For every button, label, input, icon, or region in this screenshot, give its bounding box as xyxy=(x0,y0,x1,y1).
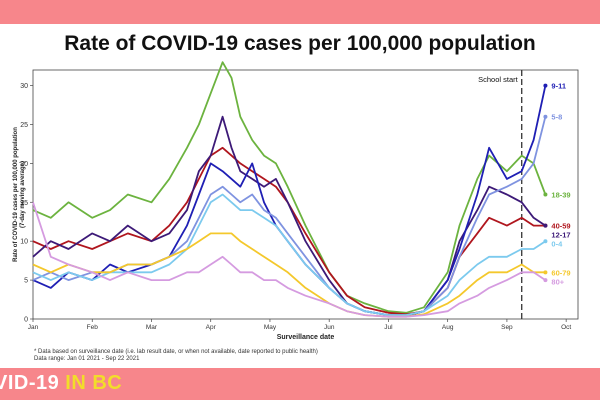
series-end-point-12-17 xyxy=(543,223,548,228)
series-label-40-59: 40-59 xyxy=(551,222,570,231)
bottom-banner xyxy=(0,368,600,400)
series-line-5-8 xyxy=(32,116,547,317)
series-label-18-39: 18-39 xyxy=(551,191,570,200)
x-tick-label: Jan xyxy=(28,324,39,331)
y-tick-label: 15 xyxy=(20,200,28,207)
x-tick-label: Jul xyxy=(384,324,393,331)
series-end-point-5-8 xyxy=(543,114,548,119)
school-start-label: School start xyxy=(478,75,519,84)
series-line-40-59 xyxy=(32,146,546,316)
series-line-80+ xyxy=(32,202,546,318)
series-label-9-11: 9-11 xyxy=(551,82,566,91)
y-tick-label: 10 xyxy=(20,239,28,246)
brand-suffix: IN BC xyxy=(59,372,123,394)
plot-frame xyxy=(32,69,579,320)
y-tick-label: 0 xyxy=(24,317,28,324)
series-end-point-60-79 xyxy=(543,270,548,275)
series-line-60-79 xyxy=(32,232,546,318)
series-label-0-4: 0-4 xyxy=(551,240,563,249)
x-axis-label: Surveillance date xyxy=(277,334,335,341)
series-end-point-9-11 xyxy=(543,83,548,88)
series-label-5-8: 5-8 xyxy=(551,113,562,122)
top-banner xyxy=(0,0,600,24)
series-end-point-80+ xyxy=(543,278,548,283)
series-label-60-79: 60-79 xyxy=(551,268,570,277)
series-line-0-4 xyxy=(32,193,546,317)
line-chart: 0 5 10 15 20 25 30 Jan Feb Mar Apr May Jun Jul Aug Sep O… xyxy=(13,61,579,341)
series-end-point-18-39 xyxy=(543,192,548,197)
series-label-80+: 80+ xyxy=(551,277,564,286)
footnote-definition: * Data based on surveillance date (i.e. … xyxy=(34,349,318,355)
series-line-18-39 xyxy=(32,61,547,314)
y-tick-label: 5 xyxy=(24,278,28,285)
chart-title: Rate of COVID-19 cases per 100,000 popul… xyxy=(64,32,536,55)
series-line-12-17 xyxy=(32,115,546,317)
series-end-point-0-4 xyxy=(543,239,548,244)
y-tick-label: 30 xyxy=(20,83,28,90)
chart-panel xyxy=(0,24,600,368)
y-tick-label: 25 xyxy=(20,122,28,129)
brand-logo-text: VID-19 IN BC xyxy=(0,372,122,395)
footnote-date-range: Data range: Jan 01 2021 - Sep 22 2021 xyxy=(34,356,140,362)
x-tick-label: May xyxy=(264,324,277,331)
x-tick-label: Mar xyxy=(146,324,158,331)
chart-axes: 0 5 10 15 20 25 30 Jan Feb Mar Apr May Jun Jul Aug Sep O… xyxy=(13,69,579,341)
x-tick-label: Apr xyxy=(206,324,217,331)
y-axis-label: (7-day moving average) xyxy=(20,161,26,228)
x-tick-label: Aug xyxy=(442,324,454,331)
x-tick-label: Sep xyxy=(501,324,513,331)
x-tick-label: Jun xyxy=(324,324,335,331)
x-tick-label: Oct xyxy=(561,324,571,331)
y-axis-label: Rate of COVID-19 cases per 100,000 popul… xyxy=(13,127,19,262)
series-label-12-17: 12-17 xyxy=(551,231,570,240)
x-tick-label: Feb xyxy=(87,324,99,331)
brand-prefix: VID-19 xyxy=(0,372,60,394)
chart-lines xyxy=(32,61,548,318)
y-tick-label: 20 xyxy=(20,161,28,168)
